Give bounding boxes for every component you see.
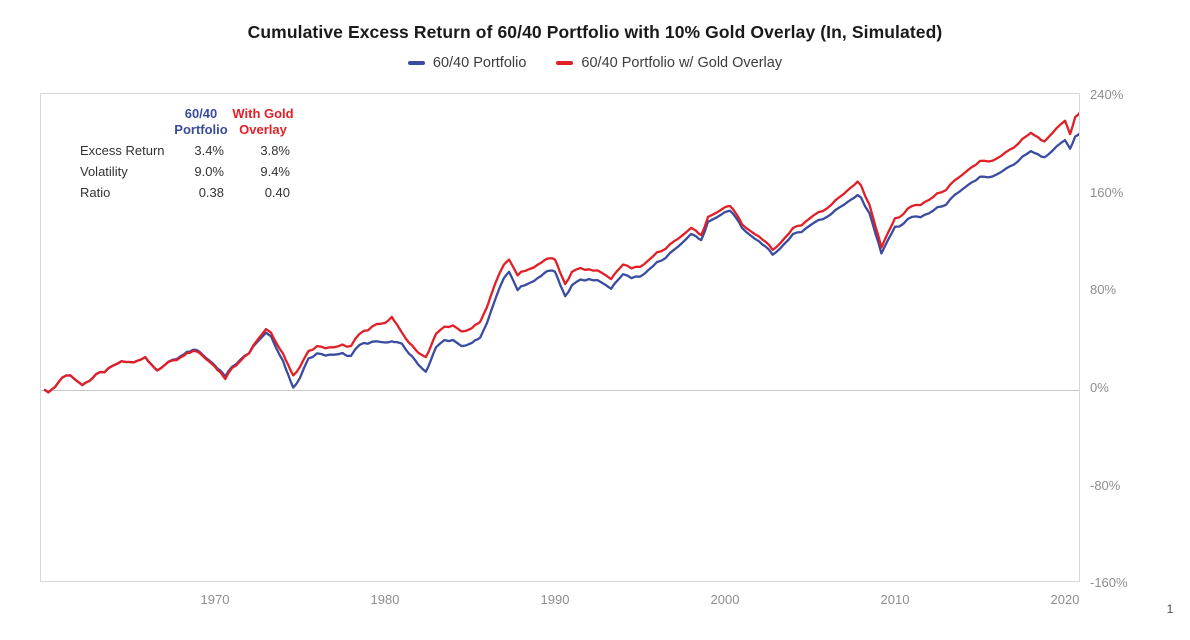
legend-swatch-6040 (407, 61, 425, 65)
stats-value-ratio-6040: 0.38 (198, 185, 224, 200)
y-axis-tick-label: 240% (1090, 87, 1124, 102)
chart-legend: 60/40 Portfolio 60/40 Portfolio w/ Gold … (0, 55, 1190, 71)
stats-header-6040-line2: Portfolio (174, 122, 228, 137)
stats-row-label-volatility: Volatility (80, 164, 128, 179)
stats-value-volatility-6040: 9.0% (194, 164, 224, 179)
page-number: 1 (1166, 602, 1174, 616)
y-axis-tick-label: 0% (1090, 380, 1109, 395)
stats-header-gold-line1: With Gold (232, 106, 294, 121)
stats-value-ratio-gold: 0.40 (264, 185, 290, 200)
legend-label-gold-overlay: 60/40 Portfolio w/ Gold Overlay (581, 55, 783, 71)
stats-value-excess-return-6040: 3.4% (194, 143, 224, 158)
stats-header-6040: 60/40 Portfolio (172, 106, 230, 140)
x-axis-tick-label: 2020 (1050, 592, 1080, 607)
stats-value-excess-return-gold: 3.8% (260, 143, 290, 158)
stats-header-spacer (80, 106, 172, 140)
stats-header-gold-line2: Overlay (239, 122, 287, 137)
chart-title: Cumulative Excess Return of 60/40 Portfo… (247, 22, 943, 42)
y-axis-tick-label: -80% (1090, 478, 1121, 493)
zero-gridline (41, 390, 1079, 391)
stats-header-gold: With Gold Overlay (230, 106, 296, 140)
legend-item-gold-overlay: 60/40 Portfolio w/ Gold Overlay (556, 55, 782, 71)
stats-row-label-excess-return: Excess Return (80, 143, 165, 158)
line-gold-overlay (43, 111, 1079, 394)
chart-lines-canvas (43, 111, 1079, 394)
y-axis-tick-label: 160% (1090, 185, 1124, 200)
y-axis-tick-label: 80% (1090, 282, 1117, 297)
stats-row-label-ratio: Ratio (80, 185, 111, 200)
legend-item-6040: 60/40 Portfolio (407, 55, 527, 71)
stats-table: 60/40 Portfolio With Gold Overlay Excess… (80, 106, 296, 203)
stats-header-6040-line1: 60/40 (184, 106, 218, 121)
x-axis-tick-label: 1990 (540, 592, 570, 607)
x-axis-tick-label: 2010 (880, 592, 910, 607)
legend-swatch-gold-overlay (556, 61, 574, 65)
plot-area (40, 93, 1080, 582)
x-axis-tick-label: 1970 (200, 592, 230, 607)
stats-value-volatility-gold: 9.4% (260, 164, 290, 179)
legend-label-6040: 60/40 Portfolio (432, 55, 527, 71)
y-axis-tick-label: -160% (1090, 575, 1128, 590)
x-axis-tick-label: 2000 (710, 592, 740, 607)
x-axis-tick-label: 1980 (370, 592, 400, 607)
